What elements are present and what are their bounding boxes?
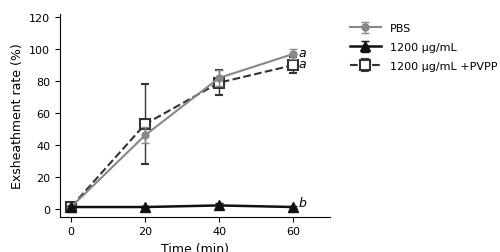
Y-axis label: Exsheathment rate (%): Exsheathment rate (%) <box>10 43 24 188</box>
Text: a: a <box>298 58 306 71</box>
Text: a: a <box>298 47 306 60</box>
Text: b: b <box>298 196 306 209</box>
Legend: PBS, 1200 μg/mL, 1200 μg/mL +PVPP: PBS, 1200 μg/mL, 1200 μg/mL +PVPP <box>346 21 500 75</box>
X-axis label: Time (min): Time (min) <box>161 242 229 252</box>
